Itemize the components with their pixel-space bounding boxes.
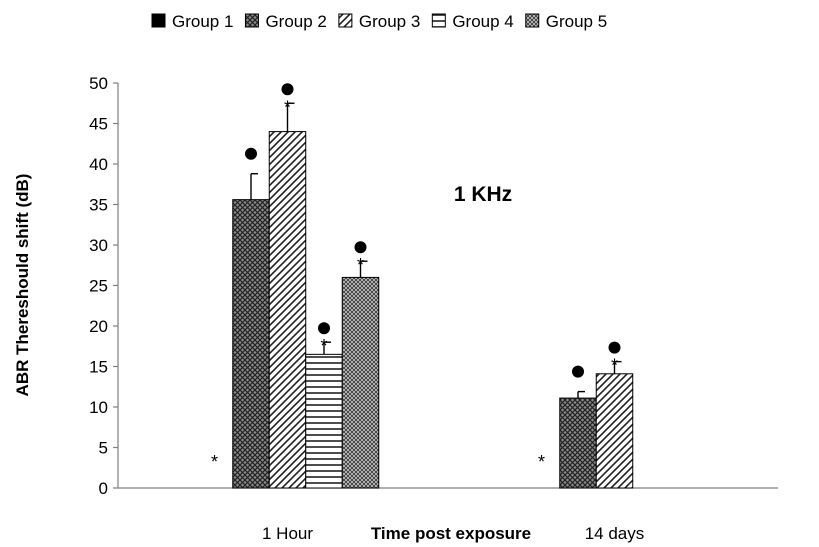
x-tick-label: 1 Hour [262, 524, 313, 543]
legend-swatch [244, 13, 259, 28]
y-tick-label: 5 [99, 439, 108, 458]
significance-dot [281, 83, 294, 96]
y-tick-label: 10 [89, 398, 108, 417]
significance-star: * [284, 97, 291, 117]
significance-dot [318, 322, 330, 335]
bar [305, 353, 343, 489]
y-tick-label: 45 [89, 115, 108, 134]
legend-item: Group 1 [151, 12, 233, 31]
significance-dot [354, 241, 367, 254]
significance-dot [572, 365, 584, 378]
y-tick-label: 25 [89, 277, 108, 296]
x-axis: 1 Hour 14 days [118, 487, 778, 543]
bar [341, 276, 380, 489]
legend: Group 1 Group 2 Group 3 Group 4 Group 5 [151, 12, 607, 31]
bar [268, 131, 307, 489]
significance-star: * [211, 452, 218, 472]
legend-label: Group 5 [546, 12, 607, 31]
significance-dot [608, 341, 621, 354]
y-tick-label: 20 [89, 317, 108, 336]
bar [559, 397, 597, 489]
y-tick-label: 35 [89, 196, 108, 215]
legend-label: Group 4 [452, 12, 513, 31]
legend-label: Group 3 [359, 12, 420, 31]
y-tick-label: 0 [99, 479, 108, 498]
legend-swatch [431, 13, 446, 28]
significance-star: * [538, 452, 545, 472]
bars: * * * * * * [211, 83, 634, 489]
legend-swatch [525, 13, 540, 28]
bar [232, 199, 270, 489]
legend-swatch [151, 13, 166, 28]
legend-label: Group 1 [172, 12, 233, 31]
x-tick-label: 14 days [585, 524, 645, 543]
y-axis-title: ABR Thereshould shift (dB) [13, 174, 32, 397]
significance-star: * [611, 356, 618, 376]
legend-item: Group 4 [431, 12, 514, 31]
legend-item: Group 2 [244, 12, 327, 31]
y-tick-label: 30 [89, 236, 108, 255]
legend-item: Group 3 [338, 12, 420, 31]
significance-star: * [320, 336, 327, 356]
significance-dot [245, 147, 257, 160]
x-axis-title: Time post exposure [371, 524, 531, 543]
legend-label: Group 2 [265, 12, 326, 31]
y-tick-label: 40 [89, 155, 108, 174]
bar [595, 373, 634, 489]
legend-swatch [338, 13, 353, 28]
legend-item: Group 5 [525, 12, 607, 31]
significance-star: * [357, 255, 364, 275]
y-tick-label: 50 [89, 74, 108, 93]
chart-annotation: 1 KHz [454, 183, 512, 206]
y-tick-label: 15 [89, 358, 108, 377]
y-axis: 0 5 10 15 20 25 30 35 40 45 50 [89, 74, 119, 498]
